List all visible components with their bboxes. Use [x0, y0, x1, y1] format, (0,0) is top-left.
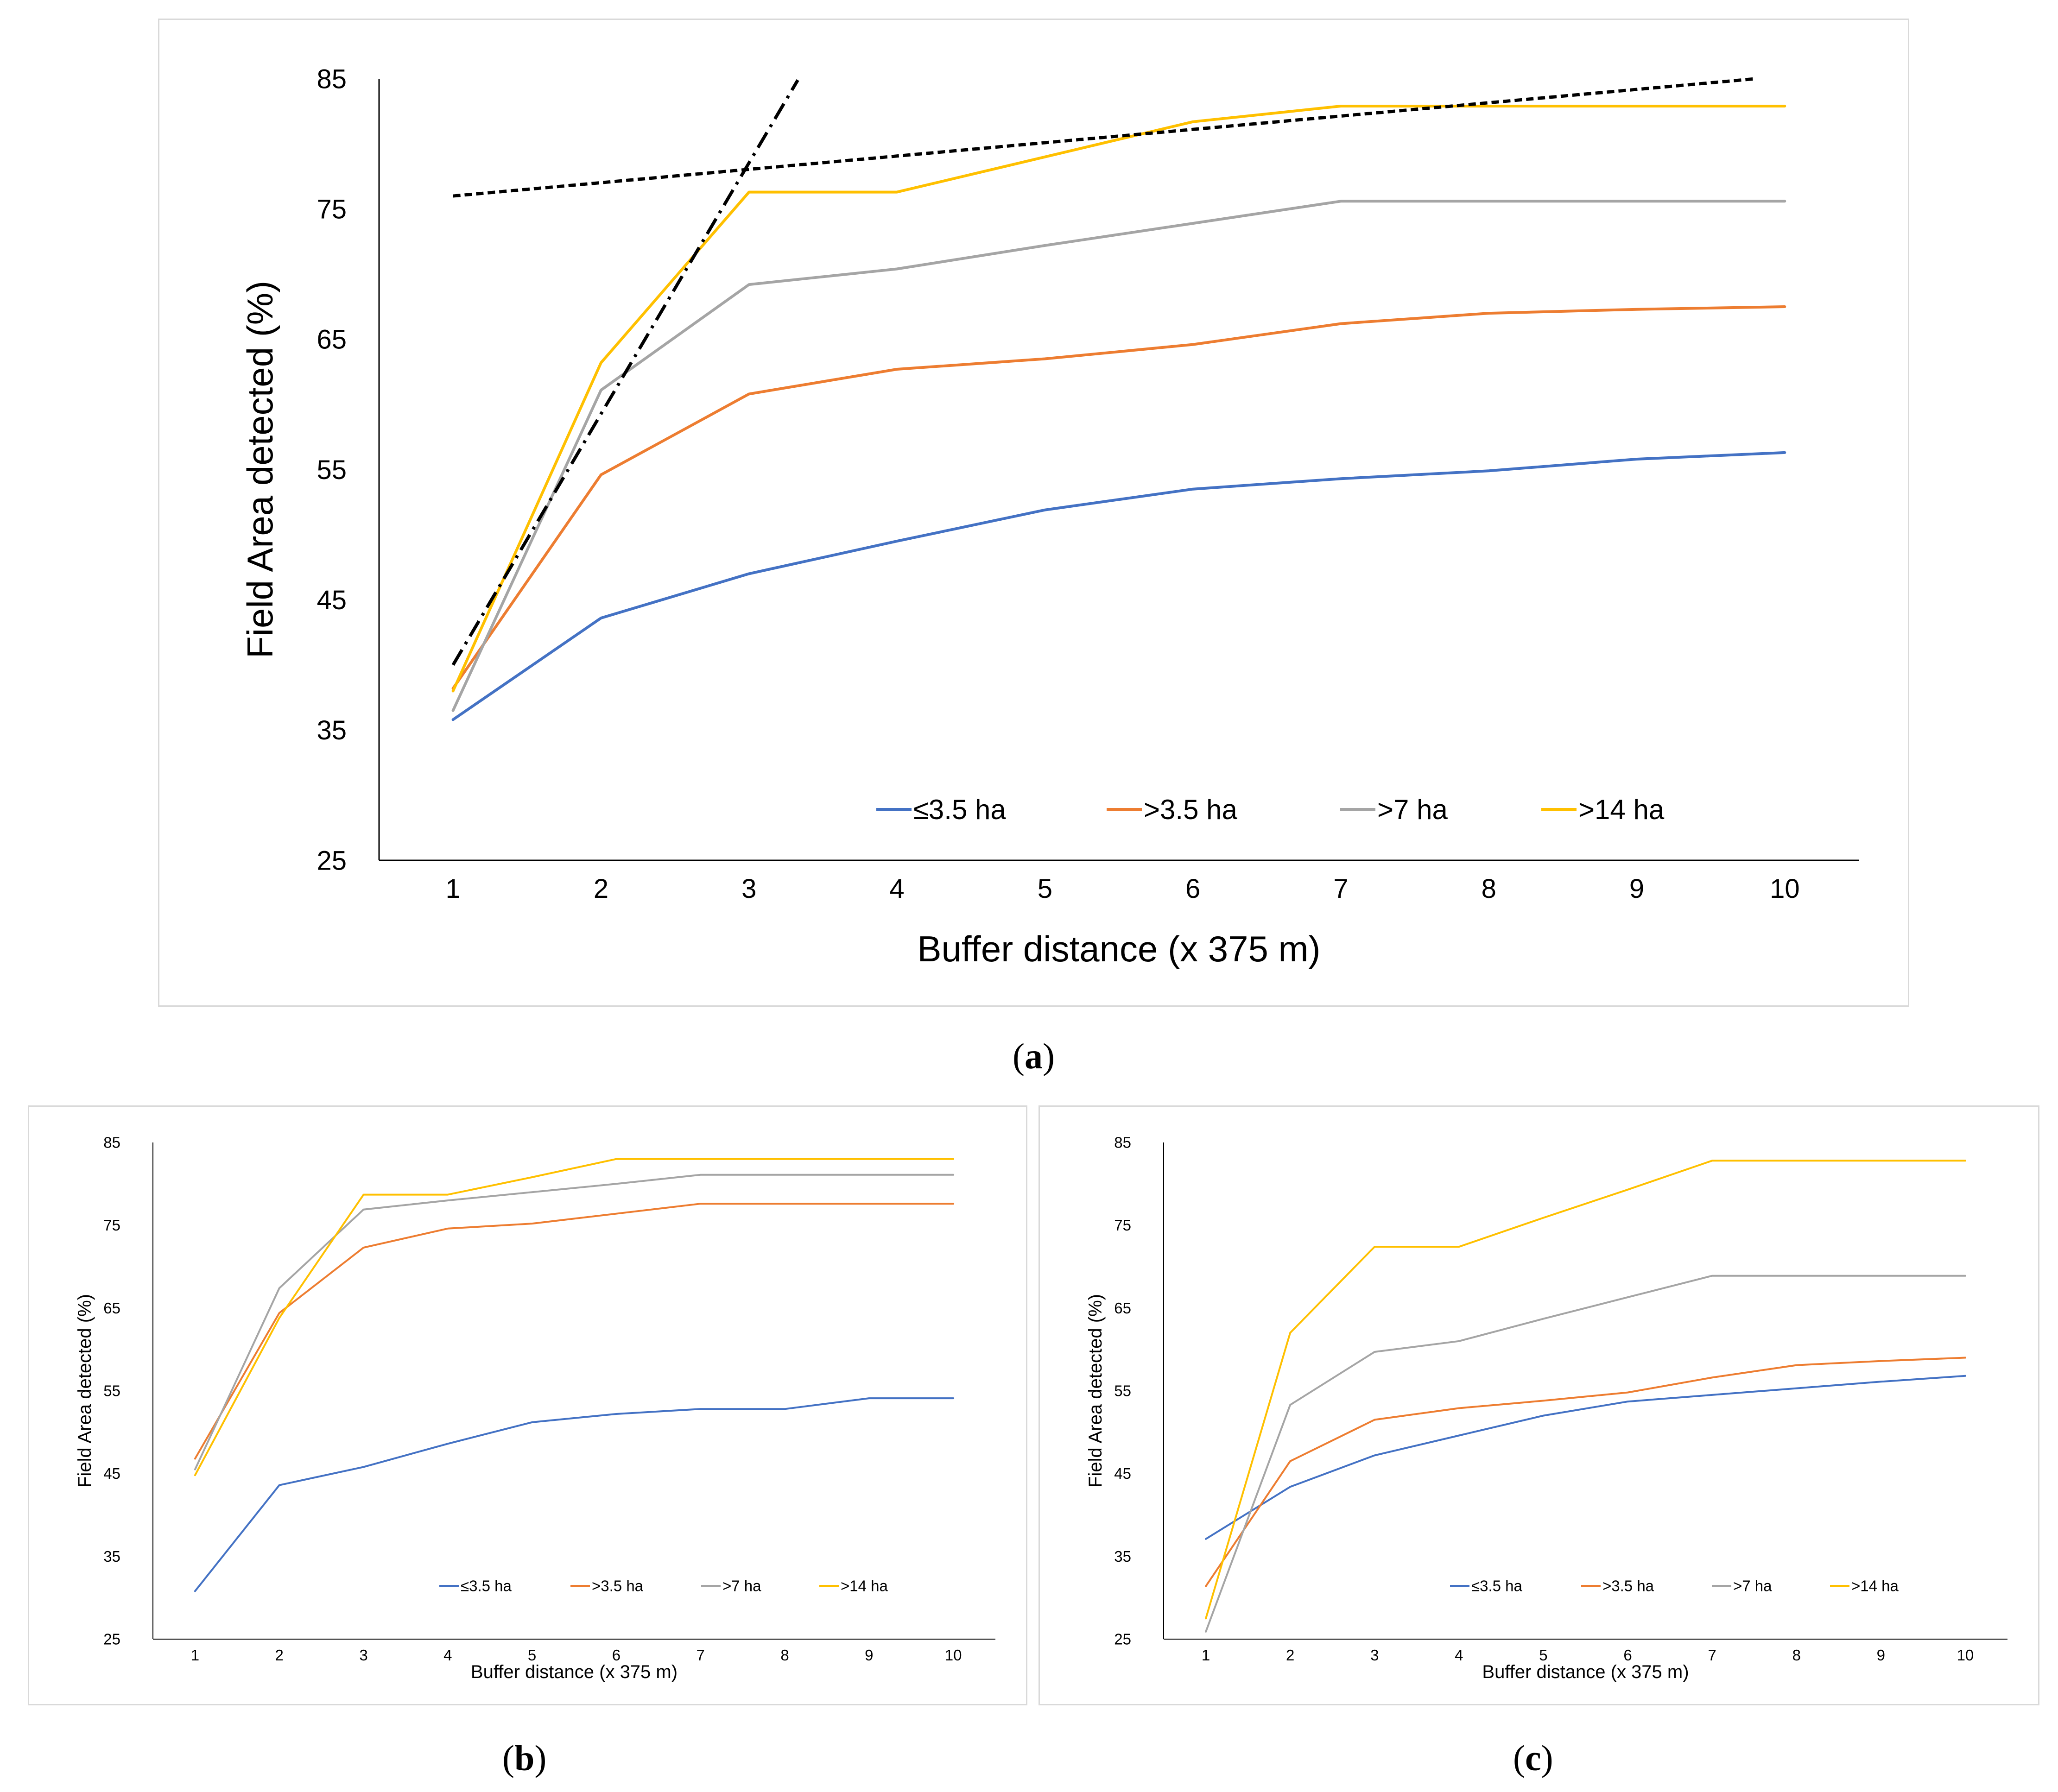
y-tick-label: 25 [103, 1631, 120, 1648]
y-axis-title: Field Area detected (%) [240, 281, 280, 658]
caption-c: (c) [1513, 1738, 1553, 1778]
caption-b-letter: b [514, 1738, 535, 1778]
x-tick-label: 8 [1792, 1647, 1801, 1664]
x-axis-title: Buffer distance (x 375 m) [471, 1662, 678, 1682]
x-tick-label: 9 [1629, 874, 1644, 904]
x-tick-label: 10 [1770, 874, 1800, 904]
y-tick-label: 45 [103, 1465, 120, 1482]
caption-a: (a) [1013, 1036, 1055, 1076]
series-line-gt7 [194, 1174, 955, 1470]
trendline-dashed [453, 77, 1755, 198]
y-axis-title: Field Area detected (%) [1085, 1294, 1106, 1488]
y-tick-label: 45 [1114, 1465, 1131, 1482]
x-tick-label: 8 [780, 1647, 789, 1664]
x-tick-label: 5 [528, 1647, 536, 1664]
legend-label-gt14: >14 ha [1851, 1577, 1899, 1595]
legend-label-gt3_5: >3.5 ha [1144, 794, 1237, 825]
x-tick-label: 8 [1482, 874, 1496, 904]
legend-label-le3_5: ≤3.5 ha [461, 1577, 512, 1595]
y-tick-label: 55 [1114, 1382, 1131, 1400]
y-tick-label: 85 [1114, 1134, 1131, 1151]
y-tick-label: 75 [103, 1217, 120, 1234]
x-tick-label: 10 [1957, 1647, 1974, 1664]
series-line-gt3_5 [451, 305, 1786, 690]
series-line-gt14 [1205, 1160, 1966, 1620]
x-tick-label: 3 [741, 874, 756, 904]
legend-label-le3_5: ≤3.5 ha [913, 794, 1006, 825]
y-tick-label: 25 [317, 846, 347, 876]
y-tick-label: 65 [103, 1300, 120, 1317]
series-line-gt3_5 [1205, 1357, 1966, 1587]
x-tick-label: 6 [1185, 874, 1200, 904]
y-tick-label: 85 [103, 1134, 120, 1151]
legend-label-gt14: >14 ha [1578, 794, 1665, 825]
x-tick-label: 3 [359, 1647, 367, 1664]
caption-c-letter: c [1525, 1738, 1541, 1778]
legend-label-gt3_5: >3.5 ha [1602, 1577, 1654, 1595]
x-tick-label: 1 [446, 874, 461, 904]
series-line-gt7 [451, 200, 1786, 712]
y-tick-label: 35 [103, 1548, 120, 1565]
x-axis-title: Buffer distance (x 375 m) [918, 928, 1321, 969]
x-tick-label: 5 [1539, 1647, 1547, 1664]
x-tick-label: 2 [594, 874, 608, 904]
x-tick-label: 1 [191, 1647, 199, 1664]
legend-label-gt3_5: >3.5 ha [592, 1577, 644, 1595]
x-tick-label: 4 [443, 1647, 452, 1664]
y-tick-label: 85 [317, 64, 347, 94]
x-tick-label: 6 [1623, 1647, 1632, 1664]
legend-label-gt7: >7 ha [1733, 1577, 1772, 1595]
caption-a-letter: a [1024, 1036, 1043, 1076]
legend-label-gt14: >14 ha [841, 1577, 888, 1595]
y-tick-label: 65 [317, 325, 347, 355]
x-tick-label: 7 [1333, 874, 1348, 904]
series-line-gt3_5 [194, 1203, 955, 1460]
series-line-gt14 [194, 1158, 955, 1477]
series-line-gt14 [451, 105, 1786, 693]
series-line-le3_5 [1205, 1375, 1966, 1540]
x-tick-label: 4 [1455, 1647, 1463, 1664]
y-tick-label: 35 [1114, 1548, 1131, 1565]
y-axis-title: Field Area detected (%) [75, 1294, 95, 1488]
y-tick-label: 25 [1114, 1631, 1131, 1648]
y-tick-label: 75 [1114, 1217, 1131, 1234]
y-tick-label: 45 [317, 585, 347, 615]
x-tick-label: 6 [612, 1647, 621, 1664]
x-tick-label: 2 [275, 1647, 284, 1664]
x-tick-label: 3 [1370, 1647, 1379, 1664]
y-tick-label: 55 [317, 455, 347, 485]
trendline-dash-dot [451, 79, 799, 666]
y-tick-label: 65 [1114, 1300, 1131, 1317]
y-tick-label: 55 [103, 1382, 120, 1400]
x-tick-label: 5 [1038, 874, 1052, 904]
x-tick-label: 9 [1877, 1647, 1885, 1664]
series-line-gt7 [1205, 1275, 1966, 1633]
x-tick-label: 7 [697, 1647, 705, 1664]
x-axis-title: Buffer distance (x 375 m) [1482, 1662, 1689, 1682]
legend-label-gt7: >7 ha [1377, 794, 1448, 825]
caption-b: (b) [502, 1738, 547, 1778]
chart-panel-c: 25 35 45 55 65 75 85 1 2 3 4 5 6 7 8 9 10 Buffer distance… [1038, 1105, 2039, 1705]
chart-panel-a: 25 35 45 55 65 75 85 1 2 3 4 5 6 7 8 9 10 Buffer distance… [158, 19, 1909, 1007]
x-tick-label: 10 [945, 1647, 962, 1664]
x-tick-label: 2 [1286, 1647, 1294, 1664]
chart-panel-b: 25 35 45 55 65 75 85 1 2 3 4 5 6 7 8 9 10 Buffer distance… [28, 1105, 1027, 1705]
x-tick-label: 7 [1708, 1647, 1716, 1664]
series-line-le3_5 [194, 1397, 955, 1592]
x-tick-label: 9 [865, 1647, 873, 1664]
x-tick-label: 4 [889, 874, 904, 904]
series-line-le3_5 [451, 451, 1786, 721]
y-tick-label: 75 [317, 194, 347, 224]
legend-label-gt7: >7 ha [722, 1577, 761, 1595]
y-tick-label: 35 [317, 715, 347, 745]
x-tick-label: 1 [1202, 1647, 1210, 1664]
legend-label-le3_5: ≤3.5 ha [1471, 1577, 1523, 1595]
